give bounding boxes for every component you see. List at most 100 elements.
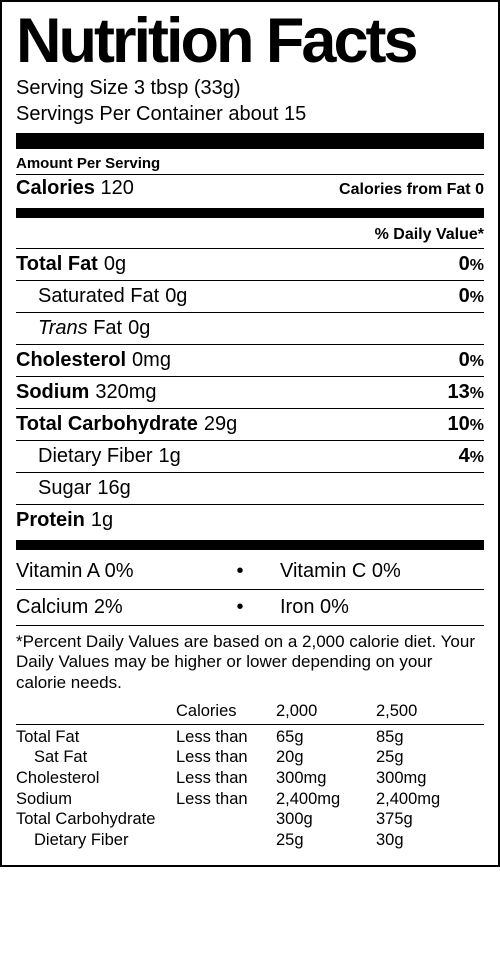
nutrient-row-sat-fat: Saturated Fat 0g 0%: [16, 280, 484, 312]
bullet-separator: •: [220, 560, 260, 583]
ref-cell: 30g: [376, 830, 476, 851]
nutrient-dv: 4: [459, 445, 470, 467]
servings-per-container-value: about 15: [228, 103, 306, 125]
nutrient-amount: 0g: [128, 317, 150, 340]
calcium-value: 2%: [94, 596, 123, 618]
calories-from-fat-label: Calories from Fat: [339, 181, 471, 198]
divider-bar: [16, 133, 484, 149]
amount-per-serving-label: Amount Per Serving: [16, 153, 484, 174]
nutrient-row-sugar: Sugar 16g: [16, 472, 484, 504]
vitamin-row: Calcium 2% • Iron 0%: [16, 589, 484, 625]
ref-cell: 25g: [376, 747, 476, 768]
vitamin-a-value: 0%: [105, 560, 134, 582]
nutrient-row-total-carb: Total Carbohydrate 29g 10%: [16, 408, 484, 440]
dv-footnote: *Percent Daily Values are based on a 2,0…: [16, 625, 484, 701]
nutrient-dv: 13: [448, 381, 470, 403]
ref-cell: 300mg: [276, 768, 376, 789]
nutrient-dv: 10: [448, 413, 470, 435]
nutrient-row-fiber: Dietary Fiber 1g 4%: [16, 440, 484, 472]
ref-cell: Sodium: [16, 789, 176, 810]
ref-cell: Less than: [176, 747, 276, 768]
calcium-label: Calcium: [16, 596, 88, 618]
ref-cell: 20g: [276, 747, 376, 768]
ref-cell: Less than: [176, 789, 276, 810]
ref-cell: 375g: [376, 809, 476, 830]
ref-cell: Less than: [176, 768, 276, 789]
servings-per-container-line: Servings Per Container about 15: [16, 101, 484, 127]
nutrient-row-protein: Protein 1g: [16, 504, 484, 536]
calories-label: Calories: [16, 177, 95, 199]
ref-cell: Cholesterol: [16, 768, 176, 789]
ref-head-2000: 2,000: [276, 701, 376, 722]
nutrient-amount: 1g: [91, 509, 113, 532]
ref-cell: 2,400mg: [276, 789, 376, 810]
nutrient-amount: 29g: [204, 413, 237, 436]
nutrient-name: Cholesterol: [16, 349, 126, 372]
calories-from-fat-value: 0: [475, 181, 484, 198]
ref-cell: Sat Fat: [16, 747, 176, 768]
ref-cell: Total Fat: [16, 727, 176, 748]
nutrition-facts-panel: Nutrition Facts Serving Size 3 tbsp (33g…: [0, 0, 500, 867]
reference-table: Calories 2,000 2,500 Total FatLess than6…: [16, 701, 484, 850]
ref-cell: [176, 830, 276, 851]
ref-cell: 300g: [276, 809, 376, 830]
vitamin-a-label: Vitamin A: [16, 560, 99, 582]
iron-value: 0%: [320, 596, 349, 618]
serving-size-label: Serving Size: [16, 77, 128, 99]
calories-value: 120: [101, 177, 134, 199]
trans-suffix: Fat: [93, 317, 122, 339]
ref-cell: Less than: [176, 727, 276, 748]
iron-label: Iron: [280, 596, 314, 618]
nutrient-row-total-fat: Total Fat 0g 0%: [16, 248, 484, 280]
ref-cell: 85g: [376, 727, 476, 748]
nutrient-amount: 320mg: [95, 381, 156, 404]
reference-table-row: Sat FatLess than20g25g: [16, 747, 484, 768]
nutrient-dv: 0: [459, 349, 470, 371]
reference-table-row: CholesterolLess than300mg300mg: [16, 768, 484, 789]
nutrient-row-trans-fat: Trans Fat 0g: [16, 312, 484, 344]
serving-size-value: 3 tbsp (33g): [134, 77, 241, 99]
nutrient-amount: 0g: [104, 253, 126, 276]
ref-head-2500: 2,500: [376, 701, 476, 722]
nutrient-name: Saturated Fat: [38, 285, 159, 308]
nutrient-name: Sugar: [38, 477, 91, 500]
servings-per-container-label: Servings Per Container: [16, 103, 223, 125]
nutrient-row-sodium: Sodium 320mg 13%: [16, 376, 484, 408]
nutrient-name: Dietary Fiber: [38, 445, 152, 468]
bullet-separator: •: [220, 596, 260, 619]
reference-table-row: Dietary Fiber 25g30g: [16, 830, 484, 851]
vitamin-c-label: Vitamin C: [280, 560, 366, 582]
nutrient-amount: 0mg: [132, 349, 171, 372]
vitamin-row: Vitamin A 0% • Vitamin C 0%: [16, 554, 484, 589]
ref-head-calories: Calories: [176, 701, 276, 722]
ref-cell: Dietary Fiber: [16, 830, 176, 851]
vitamin-c-value: 0%: [372, 560, 401, 582]
ref-cell: [176, 809, 276, 830]
divider-bar: [16, 540, 484, 550]
serving-size-line: Serving Size 3 tbsp (33g): [16, 75, 484, 101]
calories-row: Calories 120 Calories from Fat 0: [16, 175, 484, 204]
nutrient-amount: 0g: [165, 285, 187, 308]
nutrient-name: Sodium: [16, 381, 89, 404]
reference-table-row: SodiumLess than2,400mg2,400mg: [16, 789, 484, 810]
reference-table-row: Total Carbohydrate 300g375g: [16, 809, 484, 830]
nutrient-row-cholesterol: Cholesterol 0mg 0%: [16, 344, 484, 376]
nutrient-dv: 0: [459, 253, 470, 275]
nutrient-amount: 1g: [158, 445, 180, 468]
ref-cell: 300mg: [376, 768, 476, 789]
nutrient-name: Total Fat: [16, 253, 98, 276]
nutrient-name: Total Carbohydrate: [16, 413, 198, 436]
trans-prefix: Trans: [38, 317, 88, 339]
panel-title: Nutrition Facts: [16, 10, 484, 73]
nutrient-dv: 0: [459, 285, 470, 307]
nutrient-amount: 16g: [97, 477, 130, 500]
divider-bar: [16, 208, 484, 218]
nutrient-name: Protein: [16, 509, 85, 532]
reference-table-head: Calories 2,000 2,500: [16, 701, 484, 725]
ref-cell: 2,400mg: [376, 789, 476, 810]
ref-cell: 65g: [276, 727, 376, 748]
daily-value-header: % Daily Value*: [16, 222, 484, 248]
ref-cell: Total Carbohydrate: [16, 809, 176, 830]
ref-cell: 25g: [276, 830, 376, 851]
reference-table-row: Total FatLess than65g85g: [16, 727, 484, 748]
